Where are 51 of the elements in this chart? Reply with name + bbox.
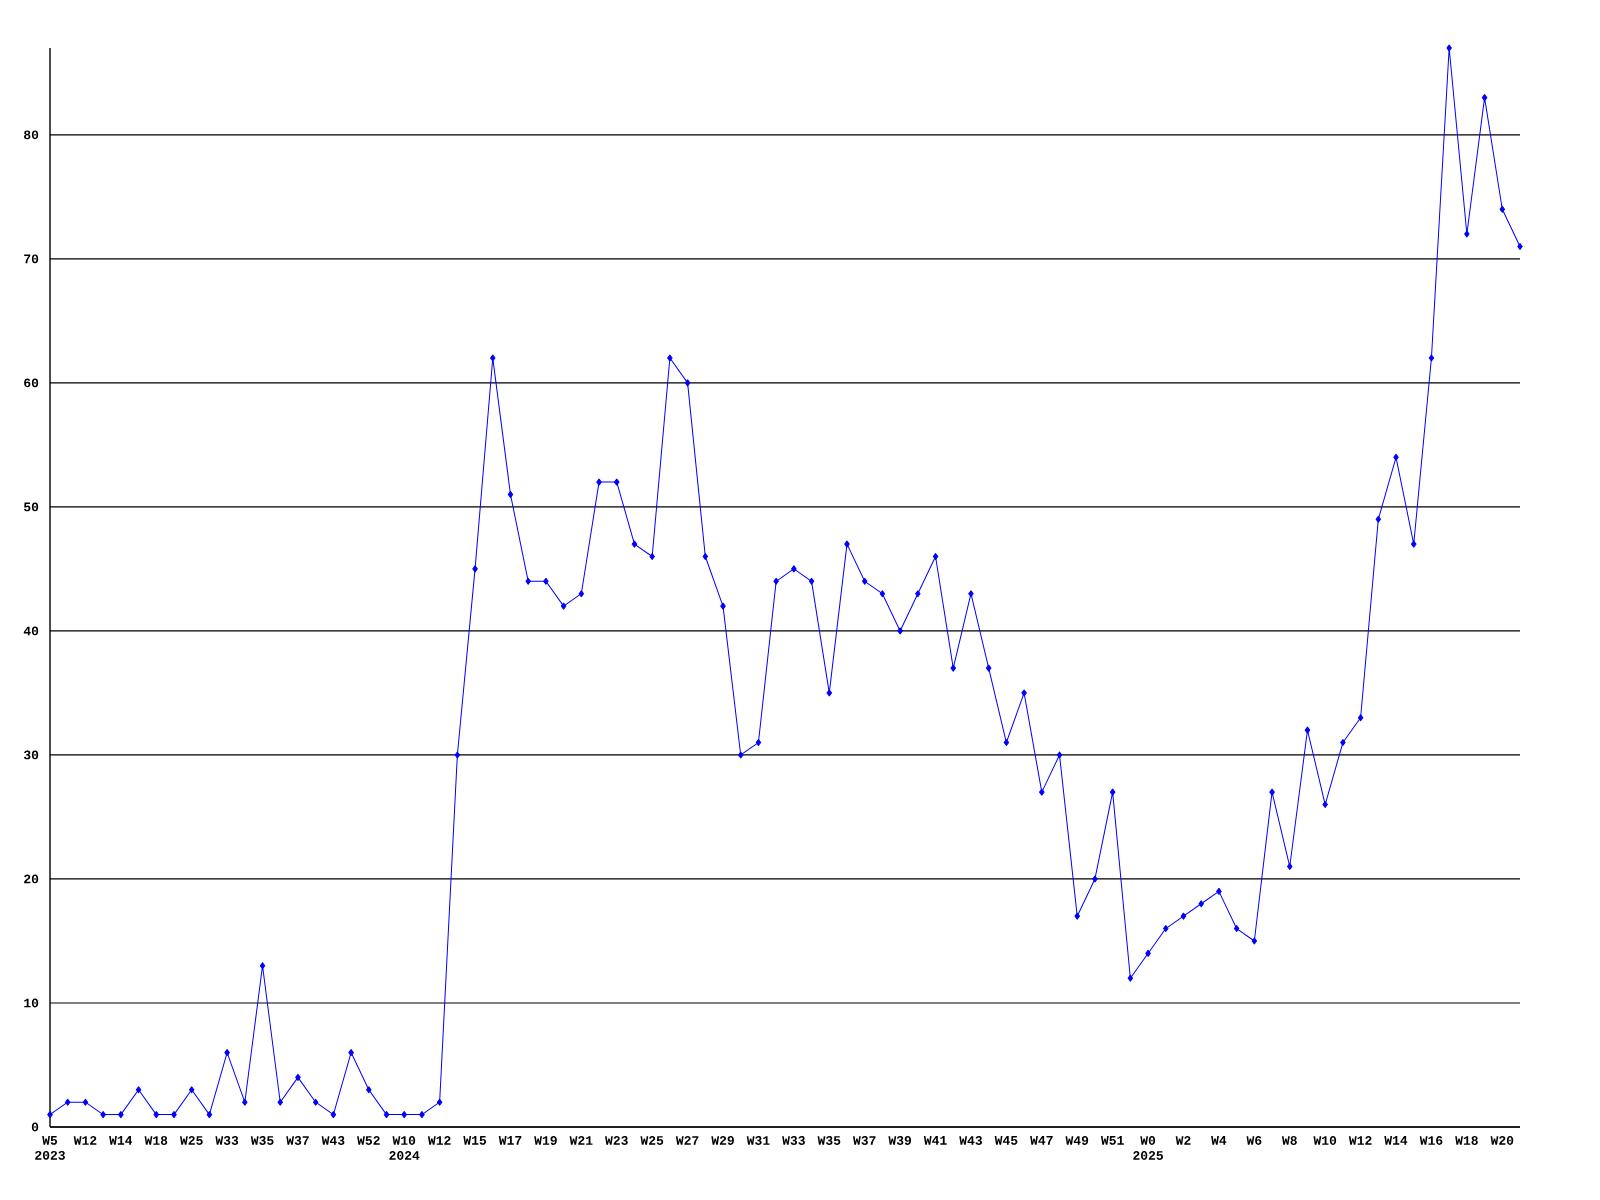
x-tick-label: W49 — [1065, 1136, 1089, 1145]
x-tick-label: W14 — [1384, 1136, 1408, 1145]
x-tick-label: W12 — [73, 1136, 97, 1145]
x-tick-label: W27 — [675, 1136, 699, 1145]
x-tick-label: W2 — [1175, 1136, 1191, 1145]
x-tick-label: W43 — [321, 1136, 345, 1145]
y-tick-label: 0 — [31, 1122, 39, 1132]
y-tick-label: 20 — [24, 874, 39, 884]
x-tick-label: W47 — [1030, 1136, 1053, 1145]
x-tick-label: W37 — [853, 1136, 876, 1145]
x-tick-label: W16 — [1419, 1136, 1443, 1145]
x-tick-label: W18 — [1455, 1136, 1478, 1145]
x-tick-label: W43 — [959, 1136, 982, 1145]
x-tick-label: W8 — [1281, 1136, 1297, 1145]
x-tick-label: W14 — [109, 1136, 133, 1145]
x-tick-label: W10 — [1313, 1136, 1337, 1145]
x-tick-label: W23 — [605, 1136, 628, 1145]
x-tick-label: W21 — [569, 1136, 593, 1145]
y-tick-label: 40 — [23, 626, 39, 636]
y-tick-label: 30 — [23, 750, 39, 760]
x-tick-label: W18 — [144, 1136, 168, 1145]
x-tick-label: W31 — [746, 1136, 770, 1145]
x-tick-label: W39 — [888, 1136, 912, 1145]
x-tick-label: W5 2023 — [35, 1136, 65, 1160]
x-tick-label: W52 — [357, 1136, 380, 1145]
x-tick-label: W19 — [534, 1136, 557, 1145]
y-tick-label: 50 — [23, 502, 39, 512]
x-tick-label: W41 — [923, 1136, 947, 1145]
x-tick-label: W17 — [498, 1136, 522, 1145]
x-tick-label: W35 — [250, 1136, 274, 1145]
x-tick-label: W35 — [817, 1136, 841, 1145]
x-tick-label: W51 — [1100, 1136, 1124, 1145]
x-tick-label: W33 — [782, 1136, 805, 1145]
x-tick-label: W29 — [711, 1136, 734, 1145]
x-tick-label: W4 — [1211, 1136, 1227, 1145]
x-tick-label: W12 — [427, 1136, 451, 1145]
x-tick-label: W20 — [1490, 1136, 1514, 1145]
x-tick-label: W15 — [463, 1136, 487, 1145]
x-tick-label: W37 — [286, 1136, 309, 1145]
x-tick-label: W25 — [179, 1136, 203, 1145]
x-tick-label: W6 — [1246, 1136, 1262, 1145]
x-tick-label: W45 — [994, 1136, 1018, 1145]
x-tick-label: W12 — [1348, 1136, 1372, 1145]
x-tick-label: W10 2024 — [389, 1136, 420, 1160]
y-tick-label: 60 — [24, 378, 39, 388]
x-tick-label: W25 — [640, 1136, 664, 1145]
x-tick-label: W33 — [215, 1136, 239, 1145]
y-tick-label: 70 — [24, 254, 39, 264]
x-tick-label: W0 2025 — [1133, 1136, 1163, 1160]
y-tick-label: 10 — [24, 998, 39, 1008]
y-tick-label: 80 — [24, 130, 39, 140]
